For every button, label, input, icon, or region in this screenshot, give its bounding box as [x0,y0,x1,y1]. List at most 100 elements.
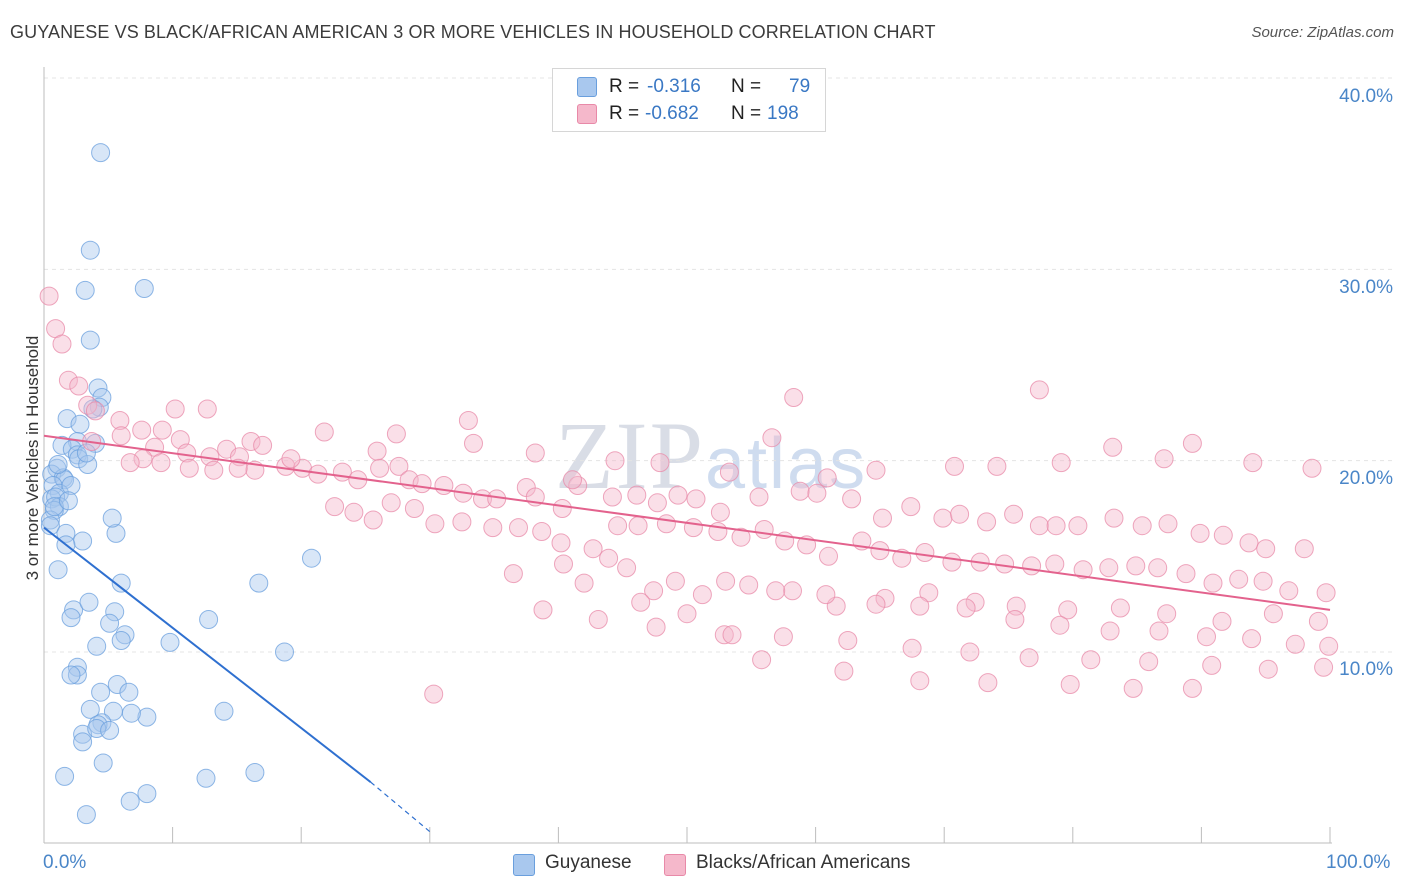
data-point [165,399,185,419]
data-point [605,451,625,471]
legend-r-value: -0.316 [647,76,701,97]
data-point [719,462,739,482]
data-point [91,143,111,163]
data-point [563,470,582,490]
data-point [452,512,472,532]
data-point [668,485,688,505]
data-point [910,596,930,616]
chart-title: GUYANESE VS BLACK/AFRICAN AMERICAN 3 OR … [10,22,936,42]
data-point [714,625,734,645]
trend-line [43,526,372,783]
data-point [1158,514,1178,534]
trend-line [43,434,1331,611]
data-point [389,456,409,476]
x-tick-label-min: 0.0% [43,852,87,873]
data-point [945,456,964,476]
data-point [1100,621,1120,641]
data-point [111,631,131,650]
x-tick-label-max: 100.0% [1326,852,1391,873]
data-point [646,617,666,637]
data-point [1203,573,1223,593]
data-point [739,575,759,595]
data-point [52,435,72,455]
data-point [58,370,78,390]
data-point [1256,539,1276,559]
data-point [199,610,219,629]
data-point [204,460,224,480]
data-point [762,428,782,448]
data-point [1316,583,1336,603]
data-point [107,675,127,694]
data-point [525,443,545,463]
data-point [1190,523,1210,543]
data-point [977,512,997,532]
data-point [120,453,140,473]
data-point [483,518,503,538]
data-point [866,460,886,480]
data-point [532,522,552,541]
data-point [132,420,152,440]
data-point [692,585,712,605]
data-point [1068,516,1088,536]
data-point [683,518,703,538]
data-point [1099,558,1119,578]
data-point [275,642,294,662]
data-point [1202,655,1222,675]
data-point [783,581,802,601]
data-point [1182,433,1202,453]
legend-r-value: -0.682 [645,103,699,124]
data-point [866,594,886,614]
data-point [568,476,588,495]
data-point [1110,598,1130,618]
data-point [48,560,68,580]
data-point [656,514,676,534]
data-point [834,661,854,681]
legend-n-value: 198 [767,103,799,124]
data-point [665,571,685,591]
data-point [48,455,68,474]
data-point [901,497,921,517]
correlation-legend: R = -0.316 N = 79 R = -0.682 N = 198 [552,68,826,132]
data-point [1060,675,1080,694]
data-point [710,502,730,522]
data-point [1212,611,1232,631]
data-point [55,766,75,786]
data-point [100,613,120,633]
data-point [1051,453,1071,473]
data-point [102,508,122,528]
data-point [106,523,126,543]
data-point [412,474,432,494]
series-black-african-american-points [39,286,1339,704]
data-point [73,531,93,551]
data-point [933,508,953,528]
data-point [137,784,157,804]
data-point [1302,458,1322,478]
data-point [69,376,89,396]
y-tick-label-20: 20.0% [1339,468,1393,489]
data-point [314,422,334,442]
data-point [644,581,664,601]
data-point [110,411,130,430]
data-point [766,581,786,601]
data-point [80,240,100,260]
data-point [160,632,180,652]
data-point [1081,650,1101,670]
data-point [960,642,980,662]
data-point [100,720,120,740]
data-point [819,546,838,566]
data-point [1073,560,1093,580]
data-point [88,378,108,398]
data-point [583,539,603,559]
data-point [381,493,401,513]
data-point [197,399,217,419]
data-point [987,456,1007,476]
data-point [70,414,90,434]
data-point [1126,556,1146,576]
y-tick-label-30: 30.0% [1339,277,1393,298]
data-point [370,458,390,478]
legend-n-label: N = [731,76,762,97]
legend-r-label: R = [609,76,640,97]
data-point [137,707,157,727]
data-point [434,476,454,495]
data-point [73,724,93,744]
